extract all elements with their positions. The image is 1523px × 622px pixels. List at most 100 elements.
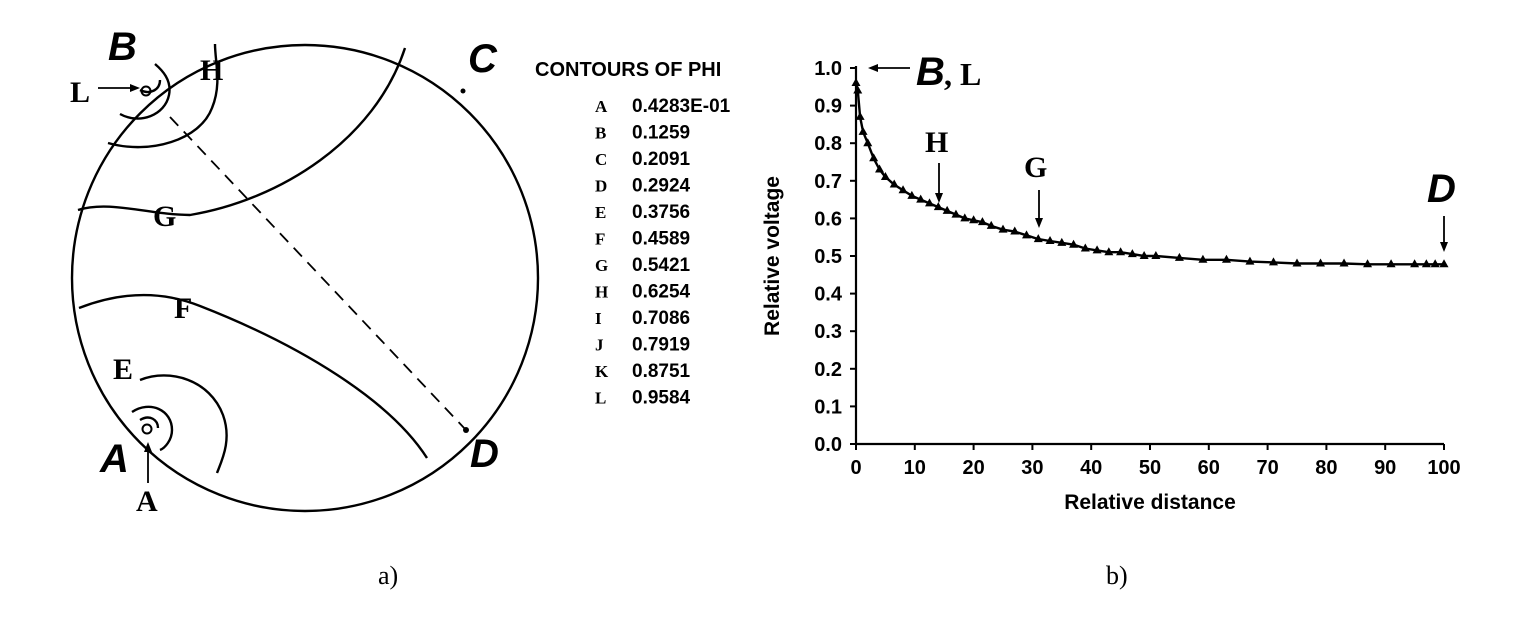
data-point <box>986 220 996 229</box>
arrow-label-l: L <box>70 76 90 109</box>
data-point <box>916 194 926 203</box>
domain-circle <box>70 43 540 513</box>
data-point <box>942 205 952 214</box>
point-c-marker <box>460 88 466 94</box>
legend-value-h: 0.6254 <box>632 282 691 303</box>
legend-value-c: 0.2091 <box>632 149 691 170</box>
x-tick-label: 100 <box>1427 457 1460 479</box>
annotation-d-label: D <box>1427 167 1456 211</box>
data-point <box>1410 259 1420 268</box>
dashed-path <box>169 116 467 431</box>
data-point <box>1316 258 1326 267</box>
y-tick-label: 0.8 <box>814 133 842 155</box>
data-point <box>851 78 861 87</box>
data-point <box>898 185 908 194</box>
data-point <box>1139 251 1149 259</box>
data-point <box>933 202 943 211</box>
data-point <box>1339 258 1349 267</box>
x-tick-label: 70 <box>1256 457 1278 479</box>
x-tick-label: 20 <box>962 457 984 479</box>
legend-key-d: D <box>595 177 607 196</box>
annotation-g-label: G <box>1024 151 1047 184</box>
panel-b: 0.0 0.1 0.2 0.3 0.4 0.5 0.6 0.7 0.8 0.9 1.0 0 10 20 30… <box>761 50 1461 590</box>
voltage-chart: 0.0 0.1 0.2 0.3 0.4 0.5 0.6 0.7 0.8 0.9 1.0 0 10 20 30… <box>761 58 1461 514</box>
data-point <box>1430 259 1440 268</box>
contour-h-outer <box>107 43 219 149</box>
arrow-bl-head <box>868 64 878 72</box>
data-point <box>925 198 934 207</box>
electrode-a <box>141 423 153 435</box>
legend-value-f: 0.4589 <box>632 229 690 250</box>
data-point <box>1245 256 1255 265</box>
data-point <box>969 215 979 224</box>
contour-label-e: E <box>113 353 133 386</box>
legend-key-l: L <box>595 389 606 408</box>
data-point <box>1386 259 1396 268</box>
y-tick-label: 0.7 <box>814 171 842 193</box>
data-point <box>1151 251 1161 259</box>
y-tick-label: 0.2 <box>814 359 842 381</box>
data-point <box>907 190 917 199</box>
legend-value-l: 0.9584 <box>632 388 691 409</box>
x-axis-label: Relative distance <box>1064 491 1236 514</box>
point-b-label: B <box>108 25 137 69</box>
y-tick-label: 0.9 <box>814 96 842 118</box>
contour-g <box>77 47 407 217</box>
data-point <box>998 224 1008 233</box>
data-point <box>1010 226 1020 235</box>
data-point <box>1439 259 1449 268</box>
y-tick-label: 0.6 <box>814 208 842 230</box>
x-tick-label: 80 <box>1315 457 1337 479</box>
legend-key-h: H <box>595 283 608 302</box>
legend-key-g: G <box>595 256 608 275</box>
data-point <box>1080 243 1090 252</box>
contour-f <box>78 293 429 459</box>
data-point <box>1198 254 1208 263</box>
y-tick-label: 0.4 <box>814 284 843 306</box>
legend-key-k: K <box>595 362 609 381</box>
annotation-b-label: B <box>916 50 945 94</box>
series-line <box>854 82 1444 266</box>
data-point <box>880 172 890 181</box>
y-axis-label: Relative voltage <box>761 176 784 336</box>
data-point <box>951 209 961 218</box>
data-point <box>960 213 970 222</box>
legend-key-b: B <box>595 124 606 143</box>
legend-key-a: A <box>595 97 608 116</box>
contour-label-f: F <box>174 292 192 325</box>
contour-legend: A 0.4283E-01 B 0.1259 C 0.2091 D 0.2924 E 0.3756 F… <box>595 96 731 409</box>
legend-key-j: J <box>595 336 604 355</box>
data-point <box>1174 252 1184 261</box>
data-point <box>855 111 865 120</box>
contour-d-inner <box>131 405 174 452</box>
data-point <box>889 179 899 188</box>
y-tick-label: 1.0 <box>814 58 842 80</box>
arrow-g-head <box>1035 218 1043 228</box>
contours-title: CONTOURS OF PHI <box>535 59 721 81</box>
data-point <box>1116 247 1126 256</box>
y-tick-label: 0.1 <box>814 396 842 418</box>
point-c-label: C <box>468 37 498 81</box>
annotation-l-label: , L <box>944 56 981 92</box>
x-tick-label: 50 <box>1139 457 1161 479</box>
legend-key-c: C <box>595 150 607 169</box>
x-tick-label: 90 <box>1374 457 1396 479</box>
legend-value-e: 0.3756 <box>632 202 690 223</box>
legend-key-f: F <box>595 230 605 249</box>
data-point <box>875 164 885 173</box>
arrow-label-a: A <box>136 485 158 518</box>
y-tick-label: 0.5 <box>814 246 842 268</box>
y-tick-label: 0.3 <box>814 321 842 343</box>
data-point <box>1268 257 1278 266</box>
legend-key-e: E <box>595 203 606 222</box>
contour-label-h: H <box>200 54 223 87</box>
x-tick-label: 10 <box>904 457 926 479</box>
legend-value-i: 0.7086 <box>632 308 690 329</box>
contour-c-inner <box>139 416 160 429</box>
data-point <box>1033 234 1043 243</box>
contour-label-g: G <box>153 200 176 233</box>
legend-value-a: 0.4283E-01 <box>632 96 731 117</box>
x-tick-label: 60 <box>1198 457 1220 479</box>
caption-a: a) <box>378 561 398 590</box>
data-point <box>1069 239 1079 248</box>
